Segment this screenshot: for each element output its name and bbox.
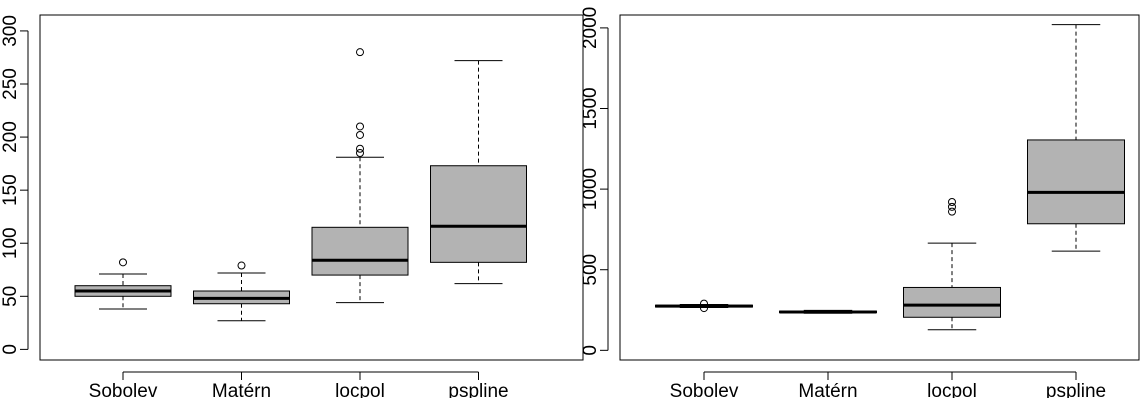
y-tick-label: 2000 (580, 7, 601, 49)
box-sobolev (74, 258, 172, 310)
y-tick-label: 0 (580, 345, 601, 356)
outlier-point (356, 48, 364, 57)
x-tick-label: Sobolev (670, 381, 739, 398)
plot-frame (39, 14, 584, 361)
x-tick-label: locpol (927, 381, 977, 398)
outlier-point (356, 122, 364, 131)
box-iqr (1027, 139, 1125, 225)
y-tick-label: 300 (0, 15, 21, 47)
y-tick-label: 0 (0, 344, 21, 355)
box-iqr (430, 165, 527, 263)
y-tick-label: 50 (0, 286, 21, 307)
outlier-point (700, 299, 708, 308)
x-tick-label: pspline (1046, 381, 1106, 398)
box-iqr (311, 226, 409, 276)
y-tick-label: 250 (0, 68, 21, 100)
box-pspline (1027, 24, 1125, 252)
box-locpol (903, 198, 1001, 331)
x-tick-label: Matérn (212, 381, 271, 398)
outlier-point (948, 202, 956, 211)
box-locpol (311, 48, 409, 304)
chart-panel-1: 0 50 100 150 200 250 300 Sobolev Matérn locpol psp… (0, 14, 584, 398)
x-tick-label: Sobolev (89, 381, 158, 398)
x-tick-label: locpol (335, 381, 385, 398)
outlier-point (948, 207, 956, 216)
y-tick-label: 100 (0, 227, 21, 259)
y-tick-label: 500 (580, 254, 601, 286)
outlier-point (119, 258, 127, 267)
box-pspline (430, 60, 527, 285)
y-tick-label: 150 (0, 174, 21, 206)
x-tick-label: Matérn (798, 381, 857, 398)
box-matérn (779, 309, 877, 314)
outlier-point (948, 198, 956, 207)
outlier-point (237, 261, 246, 270)
box-iqr (903, 286, 1001, 318)
box-matérn (193, 261, 290, 322)
chart-panel-2: 0 500 1000 1500 2000 Sobolev Matérn locpol pspli… (580, 7, 1140, 398)
outlier-point (356, 149, 364, 157)
box-sobolev (655, 299, 753, 313)
outlier-point (700, 304, 708, 313)
x-tick-label: pspline (448, 381, 508, 398)
plot-frame (619, 14, 1140, 361)
outlier-point (356, 130, 364, 139)
y-tick-label: 1500 (580, 87, 601, 129)
y-tick-label: 200 (0, 121, 21, 153)
y-tick-label: 1000 (580, 168, 601, 210)
outlier-point (356, 144, 364, 153)
